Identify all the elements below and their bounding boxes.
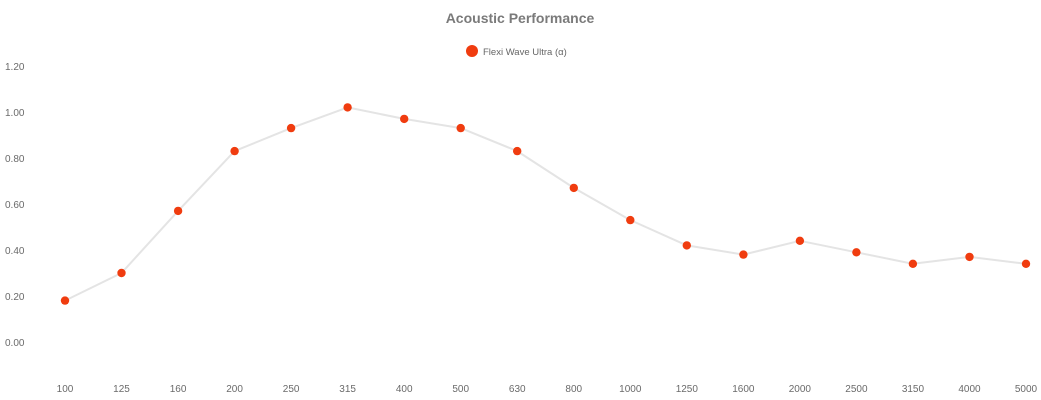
x-tick-label: 125 <box>113 384 130 395</box>
x-tick-label: 1600 <box>732 384 755 395</box>
y-tick-label: 0.20 <box>5 292 25 303</box>
x-tick-label: 100 <box>57 384 74 395</box>
x-tick-label: 1000 <box>619 384 642 395</box>
data-point[interactable] <box>908 259 918 268</box>
x-tick-label: 2000 <box>789 384 812 395</box>
data-point[interactable] <box>626 215 635 225</box>
data-point[interactable] <box>117 268 126 278</box>
data-point[interactable] <box>739 250 748 259</box>
series-line <box>64 106 1027 302</box>
x-tick-label: 3150 <box>902 384 925 395</box>
data-point[interactable] <box>965 252 974 262</box>
x-tick-label: 400 <box>396 384 413 395</box>
y-tick-label: 1.20 <box>5 62 25 73</box>
data-point[interactable] <box>795 236 805 245</box>
chart-title: Acoustic Performance <box>446 10 595 26</box>
legend-label: Flexi Wave Ultra (α) <box>483 47 567 58</box>
legend-marker <box>466 45 478 57</box>
y-tick-label: 0.60 <box>5 200 25 211</box>
data-point[interactable] <box>343 103 352 112</box>
x-tick-label: 315 <box>339 384 356 395</box>
y-tick-label: 0.00 <box>5 338 25 349</box>
y-tick-label: 0.80 <box>5 154 25 165</box>
data-point[interactable] <box>852 248 861 257</box>
y-tick-label: 1.00 <box>5 108 25 119</box>
data-point[interactable] <box>400 114 409 124</box>
x-tick-label: 250 <box>283 384 300 395</box>
x-tick-label: 160 <box>170 384 187 395</box>
data-point[interactable] <box>286 123 296 133</box>
x-tick-label: 5000 <box>1015 384 1038 395</box>
x-tick-label: 500 <box>452 384 469 395</box>
data-point[interactable] <box>456 123 465 133</box>
x-tick-label: 2500 <box>845 384 868 395</box>
x-tick-label: 200 <box>226 384 243 395</box>
data-point[interactable] <box>682 241 691 250</box>
data-point[interactable] <box>230 146 239 156</box>
data-point[interactable] <box>569 183 578 193</box>
y-axis: 0.00 0.20 0.40 0.60 0.80 1.00 1.20 <box>5 62 25 349</box>
plot-area <box>60 103 1031 305</box>
data-point[interactable] <box>173 206 183 216</box>
legend[interactable]: Flexi Wave Ultra (α) <box>466 45 567 58</box>
data-point[interactable] <box>60 296 70 305</box>
data-point[interactable] <box>1021 259 1031 268</box>
x-tick-label: 1250 <box>676 384 699 395</box>
x-tick-label: 4000 <box>958 384 981 395</box>
data-point[interactable] <box>513 146 522 156</box>
x-axis: 100 125 160 200 250 315 400 500 630 800 1000 1250 16… <box>57 384 1038 395</box>
x-tick-label: 800 <box>565 384 582 395</box>
y-tick-label: 0.40 <box>5 246 25 257</box>
x-tick-label: 630 <box>509 384 526 395</box>
